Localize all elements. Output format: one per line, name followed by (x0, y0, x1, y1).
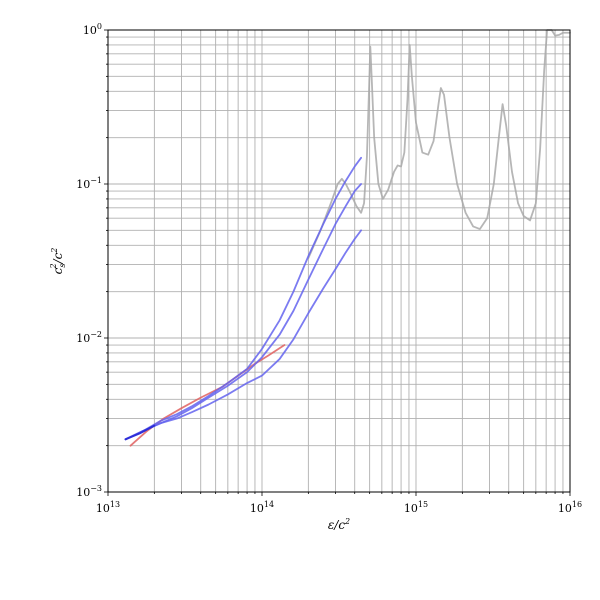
x-tick-label: 1013 (96, 500, 120, 515)
y-tick-label: 100 (83, 22, 102, 37)
series-line-blue-2 (124, 156, 362, 441)
axis-ticks: 1013 1014 1015 1016 10−3 10−2 10−1 100 (76, 22, 582, 515)
y-tick-label: 10−3 (76, 484, 102, 499)
series-line-blue-3 (124, 183, 362, 441)
y-axis-label: cs2/c2 (49, 248, 67, 275)
grid-lines (108, 30, 570, 492)
x-tick-label: 1014 (250, 500, 274, 515)
x-tick-label: 1015 (404, 500, 428, 515)
x-tick-label: 1016 (558, 500, 582, 515)
plot-frame (107, 29, 571, 493)
series-line-blue-4 (124, 229, 362, 441)
series-line-gray-0 (307, 29, 571, 260)
y-tick-label: 10−1 (76, 176, 102, 191)
series-lines (124, 29, 571, 447)
y-tick-label: 10−2 (76, 330, 102, 345)
x-axis-label: ε/c2 (328, 517, 350, 532)
series-line-red-1 (129, 344, 286, 447)
series-line-dark_blue-5 (124, 424, 156, 441)
